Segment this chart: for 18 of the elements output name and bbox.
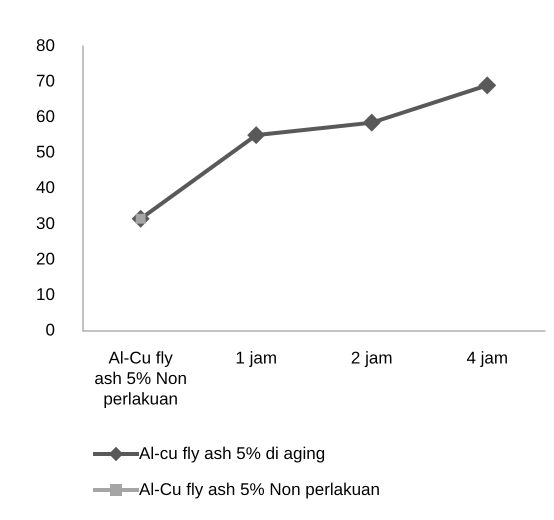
- point: [362, 114, 381, 132]
- legend-label: Al-Cu fly ash 5% Non perlakuan: [139, 480, 380, 500]
- legend-label: Al-cu fly ash 5% di aging: [139, 444, 326, 464]
- y-tick-label: 80: [36, 36, 55, 55]
- x-tick-label: 2 jam: [350, 348, 393, 368]
- y-tick-label: 10: [36, 284, 55, 304]
- x-tick-label: 1 jam: [235, 348, 277, 368]
- x-tick-label: 4 jam: [466, 348, 508, 368]
- x-tick-label: Al-Cu fly ash 5% Non perlakuan: [94, 348, 187, 408]
- y-tick-label: 50: [36, 142, 55, 162]
- point: [247, 126, 266, 144]
- point: [478, 76, 496, 94]
- y-tick-label: 0: [45, 320, 55, 340]
- y-tick-label: 40: [36, 178, 55, 198]
- y-tick-label: 30: [36, 214, 55, 233]
- y-tick-label: 60: [36, 107, 55, 126]
- y-tick-label: 20: [36, 249, 55, 268]
- y-tick-label: 70: [36, 71, 55, 90]
